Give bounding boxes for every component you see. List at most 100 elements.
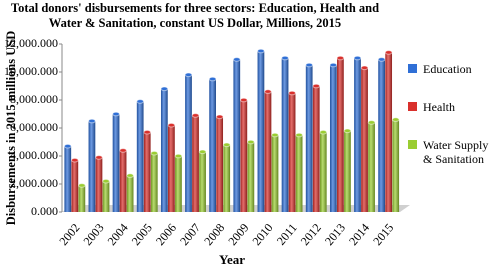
bar-cap — [102, 178, 110, 184]
bar-shade — [126, 175, 134, 212]
bar-cap — [264, 89, 272, 94]
bar-cap — [77, 183, 86, 188]
bar-shade — [192, 115, 199, 212]
bar-cap — [126, 173, 134, 178]
bar-shade — [233, 59, 241, 213]
bar-shade — [175, 156, 182, 212]
bar-shade — [337, 58, 344, 212]
bar-cap — [360, 65, 369, 71]
x-tick-label: 2008 — [201, 221, 227, 248]
x-tick-label: 2005 — [129, 221, 155, 248]
bar-shade — [88, 121, 96, 212]
bar-shade — [102, 181, 110, 212]
bar-cap — [63, 143, 72, 149]
bar-shade — [112, 114, 120, 212]
bar-cap — [391, 117, 400, 122]
bar-shade — [71, 160, 79, 212]
bar-shade — [168, 125, 175, 212]
bar-shade — [305, 65, 313, 212]
bar-cap — [271, 132, 279, 138]
bar-cap — [143, 129, 152, 135]
bar-cap — [119, 148, 127, 153]
legend-swatch — [408, 140, 417, 149]
bar-shade — [143, 132, 151, 212]
bar-cap — [257, 48, 265, 54]
x-tick-label: 2006 — [153, 221, 179, 248]
bar-shade — [392, 119, 400, 212]
bar-cap — [312, 83, 321, 89]
bar-shade — [344, 130, 351, 212]
bar-shade — [271, 135, 279, 212]
bar-cap — [246, 139, 255, 145]
y-axis-label: Disbursements in 2015 millions USD — [4, 31, 18, 225]
bar-cap — [167, 122, 176, 128]
bar-cap — [150, 150, 159, 156]
bar-cap — [353, 55, 362, 61]
legend-entry: Education — [408, 62, 500, 76]
bar-shade — [216, 116, 224, 212]
bar-shade — [78, 185, 86, 212]
bar-cap — [160, 86, 169, 92]
bar-cap — [295, 132, 303, 138]
bar-shade — [240, 100, 248, 212]
bar-cap — [232, 57, 241, 62]
bar-cap — [136, 99, 145, 104]
bar-cap — [384, 50, 393, 55]
bar-cap — [174, 153, 183, 159]
bar-shade — [119, 150, 127, 212]
bar-shade — [185, 74, 192, 212]
bar-cap — [95, 155, 103, 160]
y-tick-label: 4,000.000 — [10, 148, 58, 162]
x-tick-label: 2007 — [177, 221, 203, 248]
bar-shade — [160, 88, 168, 212]
bar-shade — [264, 91, 272, 212]
bar-cap — [281, 55, 289, 61]
bar-shade — [295, 135, 303, 212]
bar-cap — [112, 111, 120, 117]
legend-label: Education — [423, 62, 472, 76]
bar-cap — [305, 62, 314, 68]
bar-shade — [150, 153, 158, 212]
x-tick-label: 2004 — [105, 221, 131, 248]
bar-cap — [222, 142, 231, 148]
y-tick-label: 8,000.000 — [10, 92, 58, 106]
bar-shade — [361, 67, 368, 212]
legend-swatch — [408, 64, 417, 73]
bar-cap — [215, 114, 224, 120]
bar-cap — [184, 72, 193, 78]
bar-shade — [288, 93, 296, 212]
legend-entry: Water Supply & Sanitation — [408, 138, 500, 166]
y-tick-label: 12,000.000 — [4, 36, 58, 50]
bar-cap — [70, 157, 79, 163]
bar-cap — [239, 97, 248, 103]
bar-shade — [223, 144, 231, 212]
x-tick-label: 2002 — [56, 221, 82, 248]
bar-cap — [377, 57, 386, 62]
bar-cap — [319, 129, 328, 135]
y-tick-label: 6,000.000 — [10, 120, 58, 134]
legend-swatch — [408, 102, 417, 111]
x-tick-label: 2010 — [249, 221, 275, 248]
bar-cap — [88, 118, 96, 124]
bar-shade — [368, 122, 375, 212]
x-tick-label: 2011 — [274, 221, 300, 248]
x-tick-label: 2015 — [370, 221, 396, 248]
bar-shade — [64, 146, 72, 212]
legend-label: Water Supply & Sanitation — [423, 138, 489, 166]
bar-shade — [247, 142, 255, 212]
bar-shade — [329, 65, 337, 212]
bar-shade — [312, 86, 320, 212]
bar-cap — [208, 76, 217, 82]
x-tick-label: 2014 — [346, 221, 372, 248]
bar-cap — [336, 55, 345, 61]
legend: Education Health Water Supply & Sanitation — [408, 62, 500, 190]
bar-shade — [378, 59, 385, 213]
bar-shade — [385, 52, 393, 213]
y-tick-label: 10,000.000 — [4, 64, 58, 78]
x-tick-label: 2009 — [225, 221, 251, 248]
bar-cap — [198, 149, 207, 155]
bar-shade — [319, 132, 327, 212]
x-tick-label: 2012 — [298, 221, 324, 248]
